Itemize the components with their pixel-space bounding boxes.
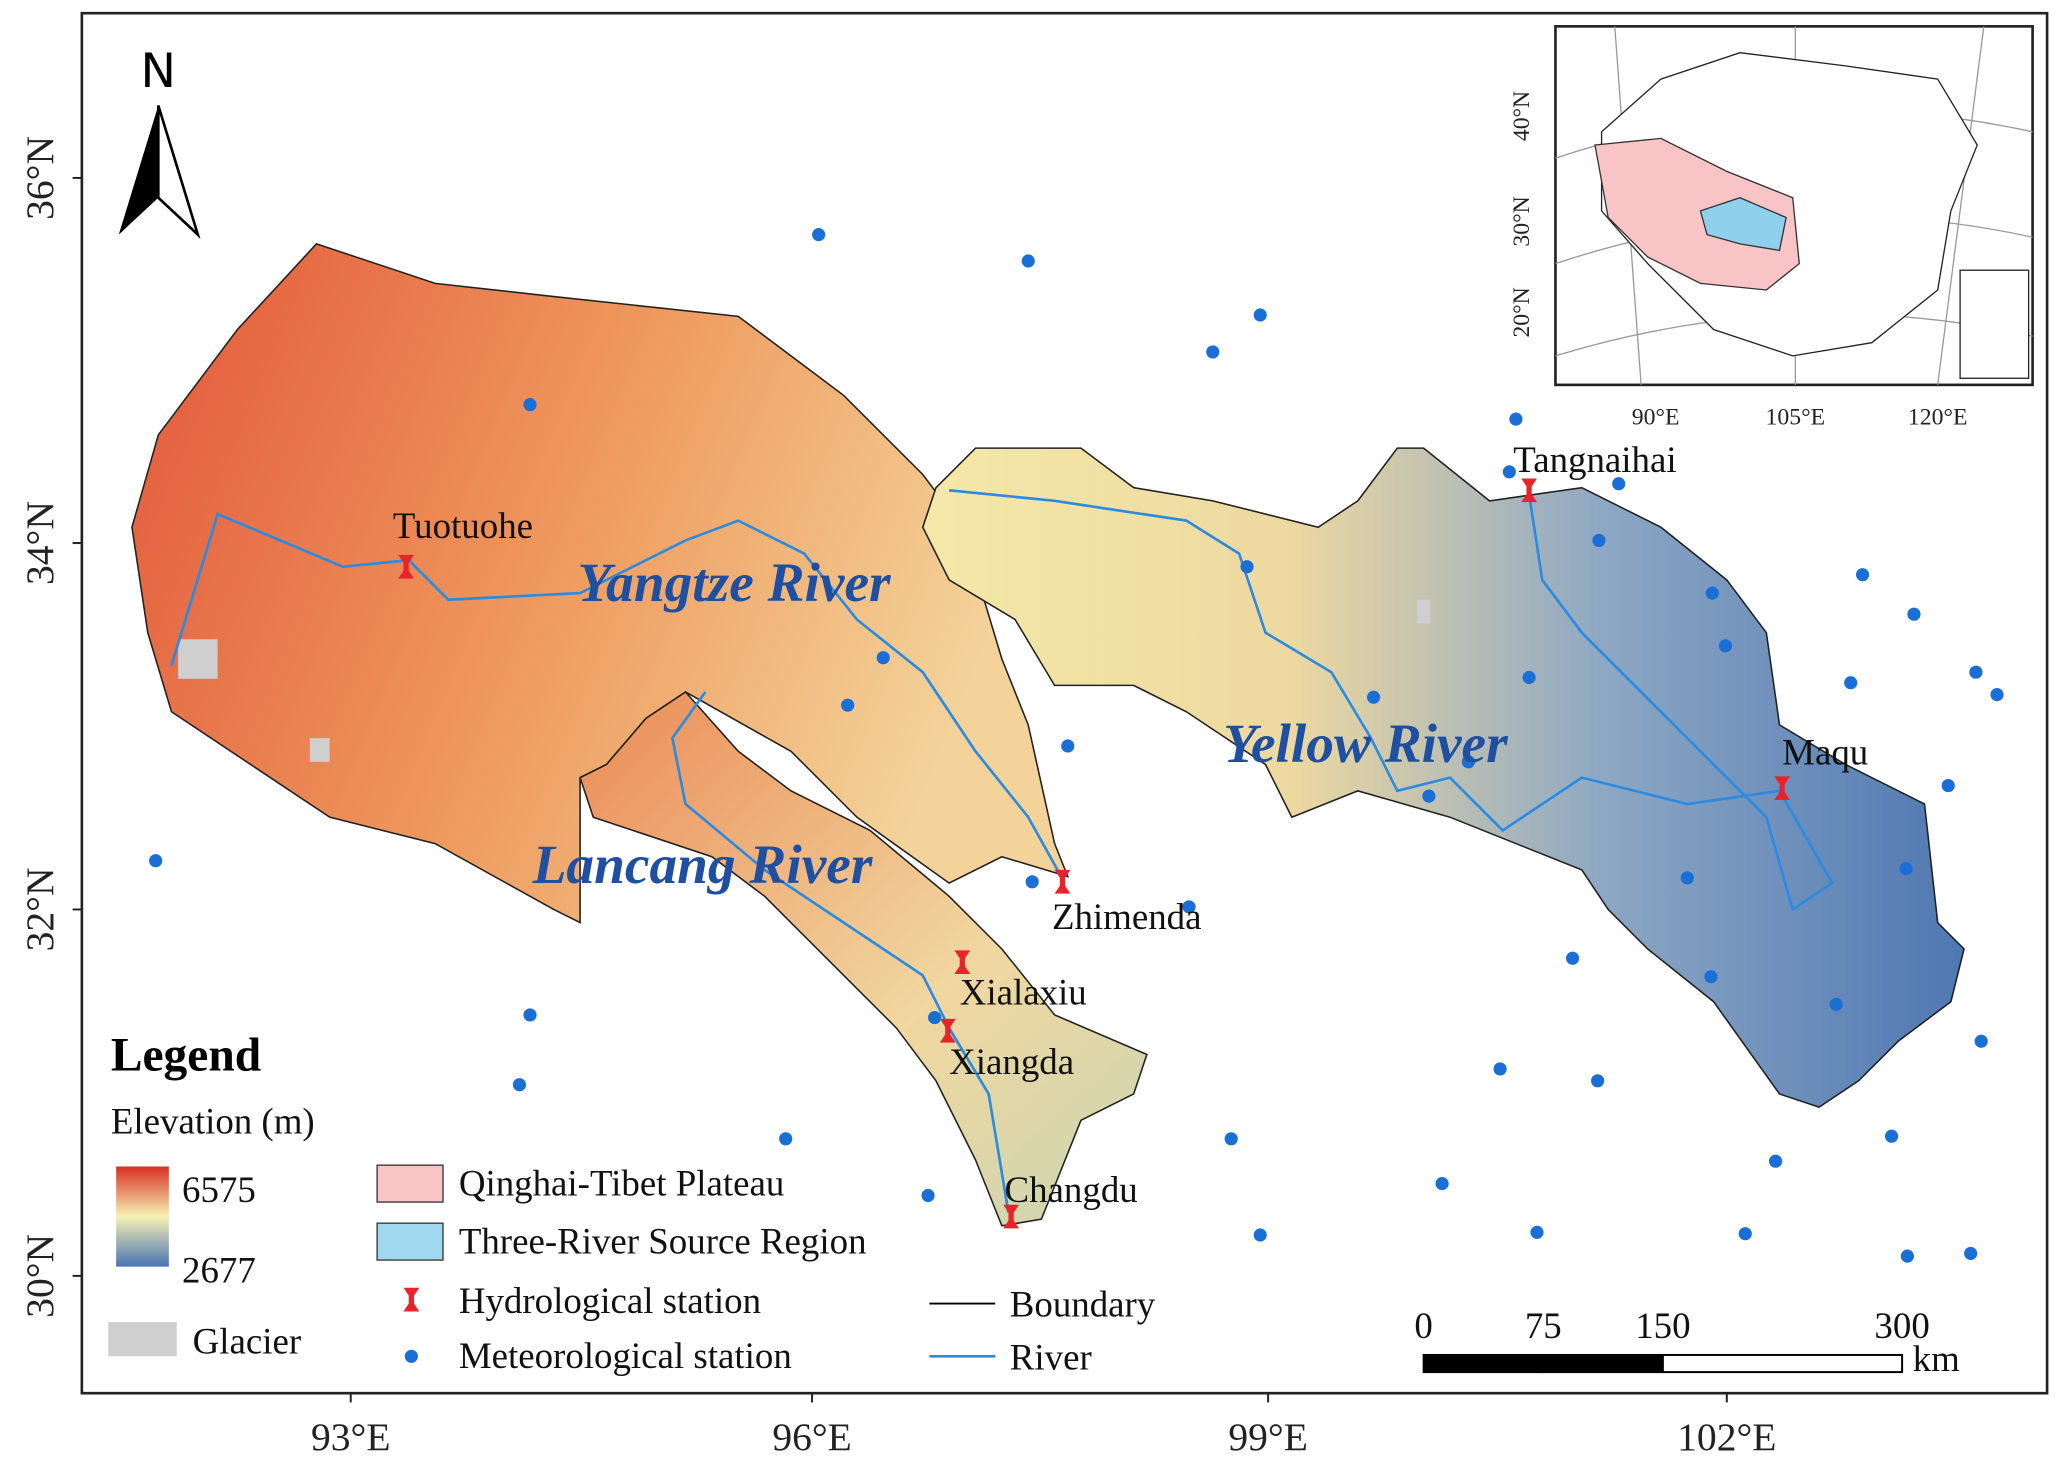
lon-label: 99°E <box>1228 1415 1308 1459</box>
yellow-basin <box>921 447 1965 1109</box>
inset-lat-label: 40°N <box>1509 91 1535 141</box>
station-label: Xialaxiu <box>960 971 1087 1012</box>
river-label: Yangtze River <box>577 552 891 613</box>
elevation-ramp <box>116 1166 169 1267</box>
legend-title: Legend <box>111 1029 261 1081</box>
river-label: Yellow River <box>1223 713 1508 774</box>
legend-item: Boundary <box>1010 1284 1156 1325</box>
scale-unit: km <box>1913 1338 1960 1379</box>
source-region-swatch <box>376 1222 444 1261</box>
glacier-label: Glacier <box>193 1321 302 1362</box>
lon-axis: 93°E 96°E 99°E 102°E <box>311 1415 1776 1459</box>
inset-lat-label: 30°N <box>1509 196 1535 246</box>
station-label: Zhimenda <box>1052 896 1202 937</box>
legend-item: Hydrological station <box>459 1280 761 1321</box>
station-label: Xiangda <box>949 1041 1074 1082</box>
plateau-swatch <box>376 1164 444 1203</box>
lat-label: 34°N <box>18 501 62 585</box>
lancang-basin <box>579 690 1148 1227</box>
inset-lon-label: 120°E <box>1908 404 1968 430</box>
legend-item: Qinghai-Tibet Plateau <box>459 1162 784 1203</box>
meteo-symbol <box>404 1349 418 1363</box>
scale-segment <box>1542 1353 1664 1374</box>
glacier-swatch <box>108 1322 177 1357</box>
scale-label: 75 <box>1525 1305 1562 1346</box>
elevation-title: Elevation (m) <box>111 1101 315 1143</box>
lat-label: 32°N <box>18 868 62 952</box>
station-label: Maqu <box>1782 731 1868 772</box>
river-label: Lancang River <box>532 834 873 895</box>
inset-lon-label: 90°E <box>1632 404 1680 430</box>
scale-label: 150 <box>1635 1305 1690 1346</box>
station-label: Tangnaihai <box>1513 439 1676 480</box>
lon-label: 93°E <box>311 1415 391 1459</box>
legend: Legend Elevation (m) 6575 2677 Glacier Q… <box>108 1029 1156 1377</box>
inset-lat-label: 20°N <box>1509 287 1535 337</box>
elevation-max: 6575 <box>182 1169 256 1210</box>
ticks <box>72 176 1728 1403</box>
scale-segment <box>1661 1353 1904 1374</box>
legend-item: Meteorological station <box>459 1335 792 1376</box>
lat-label: 30°N <box>18 1234 62 1318</box>
map-frame <box>80 11 2049 1395</box>
scale-segment <box>1422 1353 1545 1374</box>
lon-label: 102°E <box>1677 1415 1776 1459</box>
meteorological-stations <box>149 228 2004 1263</box>
glaciers <box>178 599 1431 762</box>
station-label: Tuotuohe <box>393 505 533 546</box>
lat-label: 36°N <box>18 136 62 220</box>
hydrological-station-pins <box>398 478 1791 1229</box>
inset-map: 20°N 30°N 40°N 90°E 105°E 120°E <box>1509 25 2034 430</box>
inset-lon-label: 105°E <box>1766 404 1826 430</box>
hydro-symbol <box>403 1287 420 1312</box>
lon-label: 96°E <box>772 1415 852 1459</box>
north-label: N <box>141 44 177 99</box>
lat-axis: 30°N 32°N 34°N 36°N <box>18 136 62 1318</box>
elevation-min: 2677 <box>182 1249 256 1290</box>
station-label: Changdu <box>1005 1169 1138 1210</box>
legend-item: River <box>1010 1336 1092 1377</box>
legend-item: Three-River Source Region <box>459 1220 867 1261</box>
scale-label: 0 <box>1414 1305 1432 1346</box>
scale-label: 300 <box>1874 1305 1929 1346</box>
